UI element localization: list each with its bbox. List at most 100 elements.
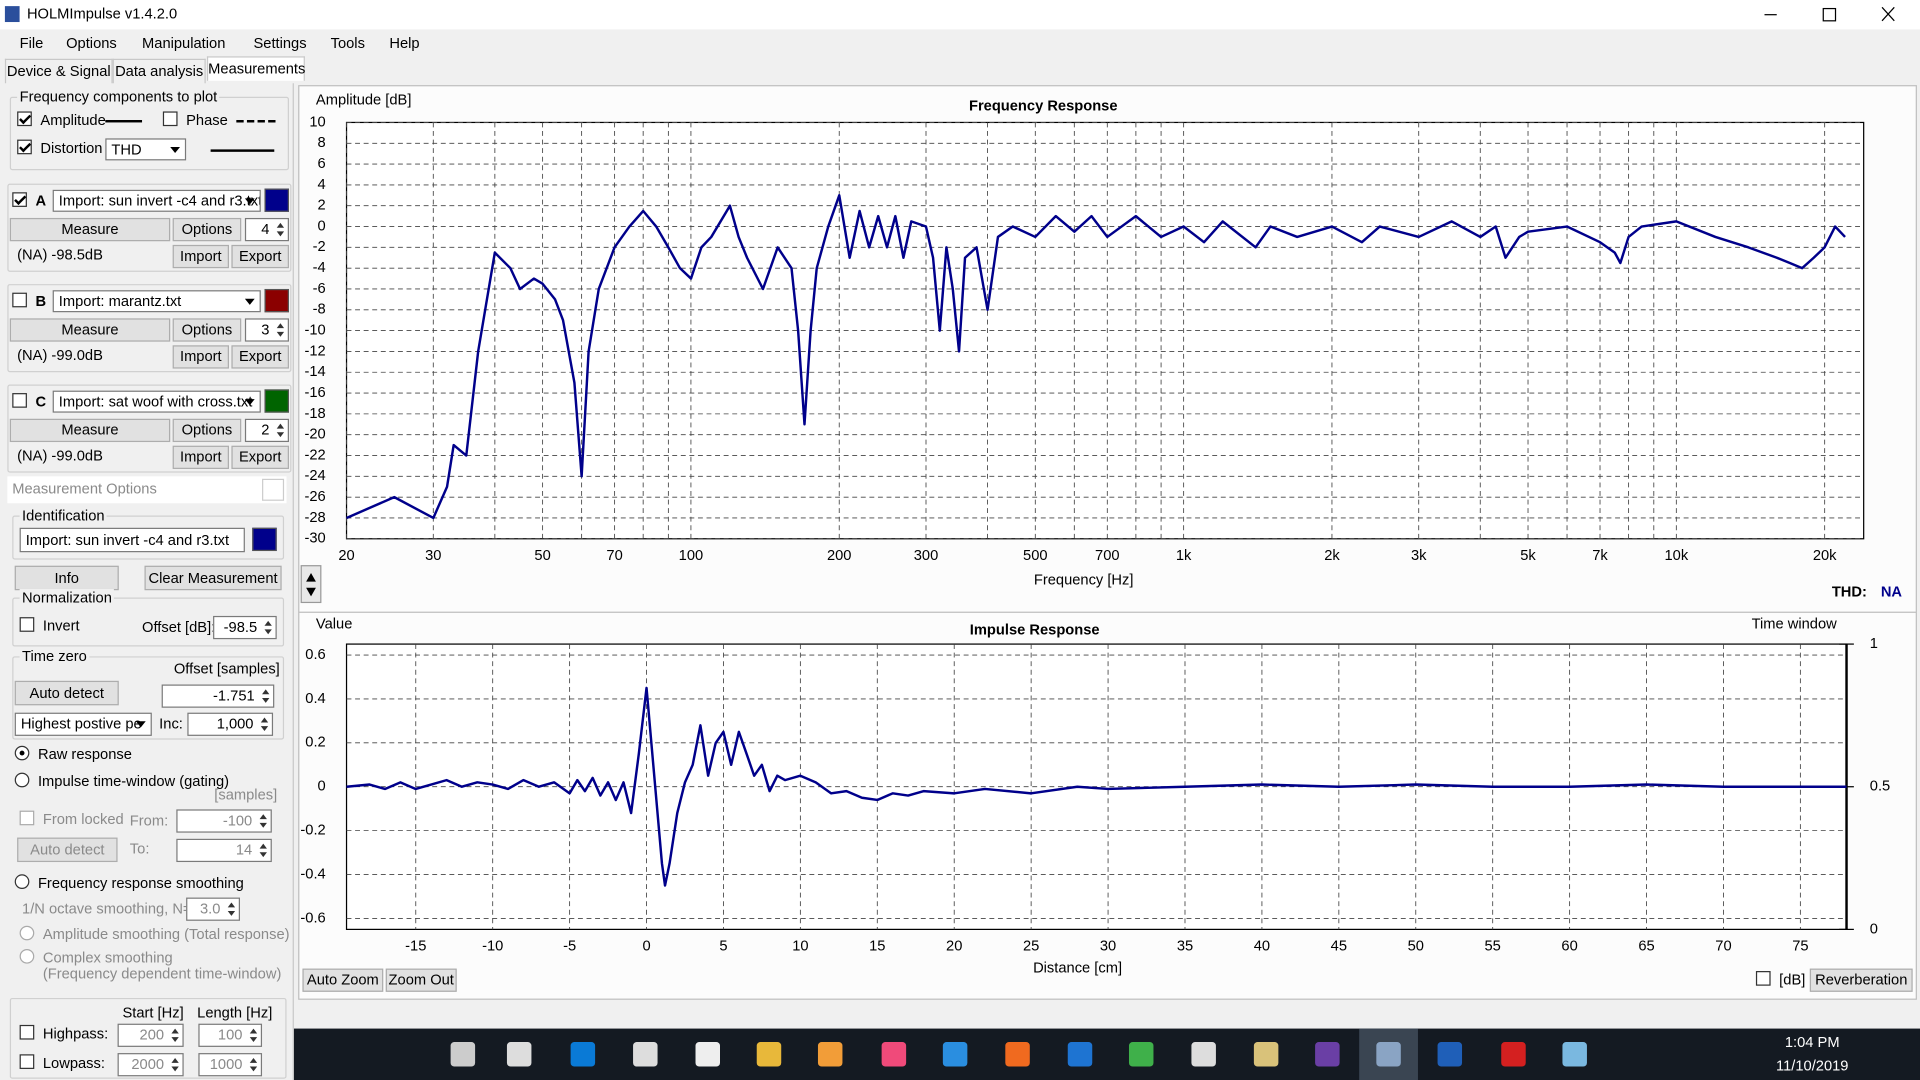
menu-item[interactable]: Settings	[253, 34, 307, 52]
input-field[interactable]: 14	[176, 838, 272, 863]
taskbar-icon[interactable]	[1437, 1042, 1463, 1067]
color-swatch[interactable]	[264, 288, 289, 313]
button[interactable]: Measure	[9, 418, 171, 443]
tab[interactable]: Data analysis	[112, 58, 206, 84]
taskbar-icon[interactable]	[1315, 1042, 1340, 1067]
taskbar-icon[interactable]	[1191, 1042, 1216, 1067]
checkbox[interactable]	[12, 393, 27, 408]
radio[interactable]	[14, 874, 30, 889]
radio[interactable]	[19, 948, 35, 964]
tab[interactable]: Device & Signal	[4, 58, 113, 84]
button[interactable]: Zoom Out	[385, 968, 457, 992]
input-field[interactable]: 2	[244, 418, 289, 443]
radio[interactable]	[14, 745, 30, 761]
menu-item[interactable]: File	[19, 34, 44, 52]
taskbar-icon[interactable]	[942, 1042, 968, 1067]
data-line	[346, 194, 1846, 520]
button[interactable]: Export	[231, 244, 289, 269]
taskbar	[293, 1028, 1920, 1080]
checkbox[interactable]	[17, 111, 32, 127]
dropdown[interactable]: Import: sat woof with cross.txt	[52, 390, 261, 413]
tab[interactable]: Measurements	[206, 56, 305, 81]
input-field[interactable]: 100	[198, 1023, 263, 1047]
checkbox[interactable]	[19, 1054, 35, 1069]
input-field[interactable]: 1,000	[187, 712, 274, 736]
checkbox[interactable]	[162, 111, 178, 127]
button[interactable]: Auto Zoom	[302, 968, 384, 992]
radio[interactable]	[19, 925, 35, 941]
taskbar-icon[interactable]	[1253, 1042, 1279, 1067]
menu-item[interactable]: Tools	[330, 34, 365, 52]
checkbox[interactable]	[12, 192, 27, 207]
checkbox[interactable]	[12, 292, 27, 308]
taskbar-icon[interactable]	[506, 1042, 532, 1067]
dropdown[interactable]: Highest postive pe	[14, 712, 152, 736]
button[interactable]: Auto detect	[14, 680, 119, 706]
menu-item[interactable]: Manipulation	[142, 34, 226, 52]
taskbar-icon[interactable]	[1067, 1042, 1093, 1067]
input-field[interactable]: 1000	[198, 1053, 263, 1077]
button[interactable]: Measure	[9, 217, 171, 242]
button[interactable]: Auto detect	[17, 837, 118, 863]
button[interactable]: Export	[231, 445, 289, 469]
button[interactable]: Clear Measurement	[144, 565, 282, 591]
taskbar-icon[interactable]	[1128, 1042, 1154, 1067]
input-field[interactable]: 3.0	[186, 897, 240, 921]
taskbar-icon[interactable]	[450, 1042, 476, 1067]
color-swatch[interactable]	[264, 188, 289, 212]
button[interactable]: Options	[172, 318, 242, 342]
y-axis-label: Amplitude [dB]	[316, 92, 412, 108]
taskbar-icon[interactable]	[633, 1042, 658, 1067]
button[interactable]: Options	[172, 418, 242, 443]
restore-button[interactable]	[1822, 7, 1837, 22]
button[interactable]: Info	[14, 565, 119, 591]
button[interactable]: Import	[172, 445, 229, 469]
taskbar-icon[interactable]	[695, 1042, 720, 1067]
taskbar-icon[interactable]	[756, 1042, 782, 1067]
checkbox[interactable]	[19, 810, 35, 826]
radio[interactable]	[14, 772, 30, 788]
input-field[interactable]: 4	[244, 217, 289, 242]
taskbar-icon[interactable]	[1562, 1042, 1587, 1067]
color-swatch[interactable]	[264, 389, 289, 413]
checkbox[interactable]	[19, 1024, 35, 1040]
taskbar-icon[interactable]	[1501, 1042, 1526, 1067]
input-field[interactable]: Import: sun invert -c4 and r3.txt	[19, 527, 245, 553]
button[interactable]: Reverberation	[1809, 968, 1913, 992]
channel-letter: B	[35, 292, 47, 310]
y-tick-label: -26	[304, 489, 325, 505]
close-box[interactable]	[262, 478, 285, 501]
menu-item[interactable]: Help	[389, 34, 420, 52]
input-field[interactable]: 3	[244, 318, 289, 342]
close-button[interactable]	[1881, 6, 1895, 22]
y-tick-label: -0.2	[300, 823, 325, 839]
scroll-arrows[interactable]	[300, 565, 322, 604]
input-field[interactable]: 2000	[117, 1053, 184, 1077]
channel-letter: A	[35, 192, 47, 210]
button[interactable]: Import	[172, 345, 229, 369]
dropdown[interactable]: Import: sun invert -c4 and r3.txt	[52, 189, 261, 212]
input-field[interactable]: 200	[117, 1023, 184, 1047]
checkbox[interactable]	[19, 617, 35, 632]
taskbar-icon[interactable]	[570, 1042, 596, 1067]
taskbar-icon[interactable]	[817, 1042, 843, 1067]
checkbox[interactable]	[17, 139, 32, 155]
button[interactable]: Import	[172, 244, 229, 269]
input-field[interactable]: -98.5	[213, 615, 277, 640]
y-tick-label: -22	[304, 447, 325, 463]
button[interactable]: Measure	[9, 318, 171, 342]
taskbar-icon[interactable]	[881, 1042, 907, 1067]
button[interactable]: Options	[172, 217, 242, 242]
input-field[interactable]: -1.751	[161, 684, 275, 708]
menu-item[interactable]: Options	[66, 34, 117, 52]
dropdown[interactable]: Import: marantz.txt	[52, 290, 261, 313]
taskbar-icon[interactable]	[1376, 1042, 1401, 1067]
input-field[interactable]: -100	[176, 809, 272, 833]
color-swatch[interactable]	[252, 527, 277, 552]
taskbar-icon[interactable]	[1005, 1042, 1030, 1067]
x-tick-label: 15	[869, 938, 885, 954]
button[interactable]: Export	[231, 345, 289, 369]
dropdown[interactable]: THD	[105, 138, 187, 161]
checkbox[interactable]	[1755, 971, 1771, 986]
